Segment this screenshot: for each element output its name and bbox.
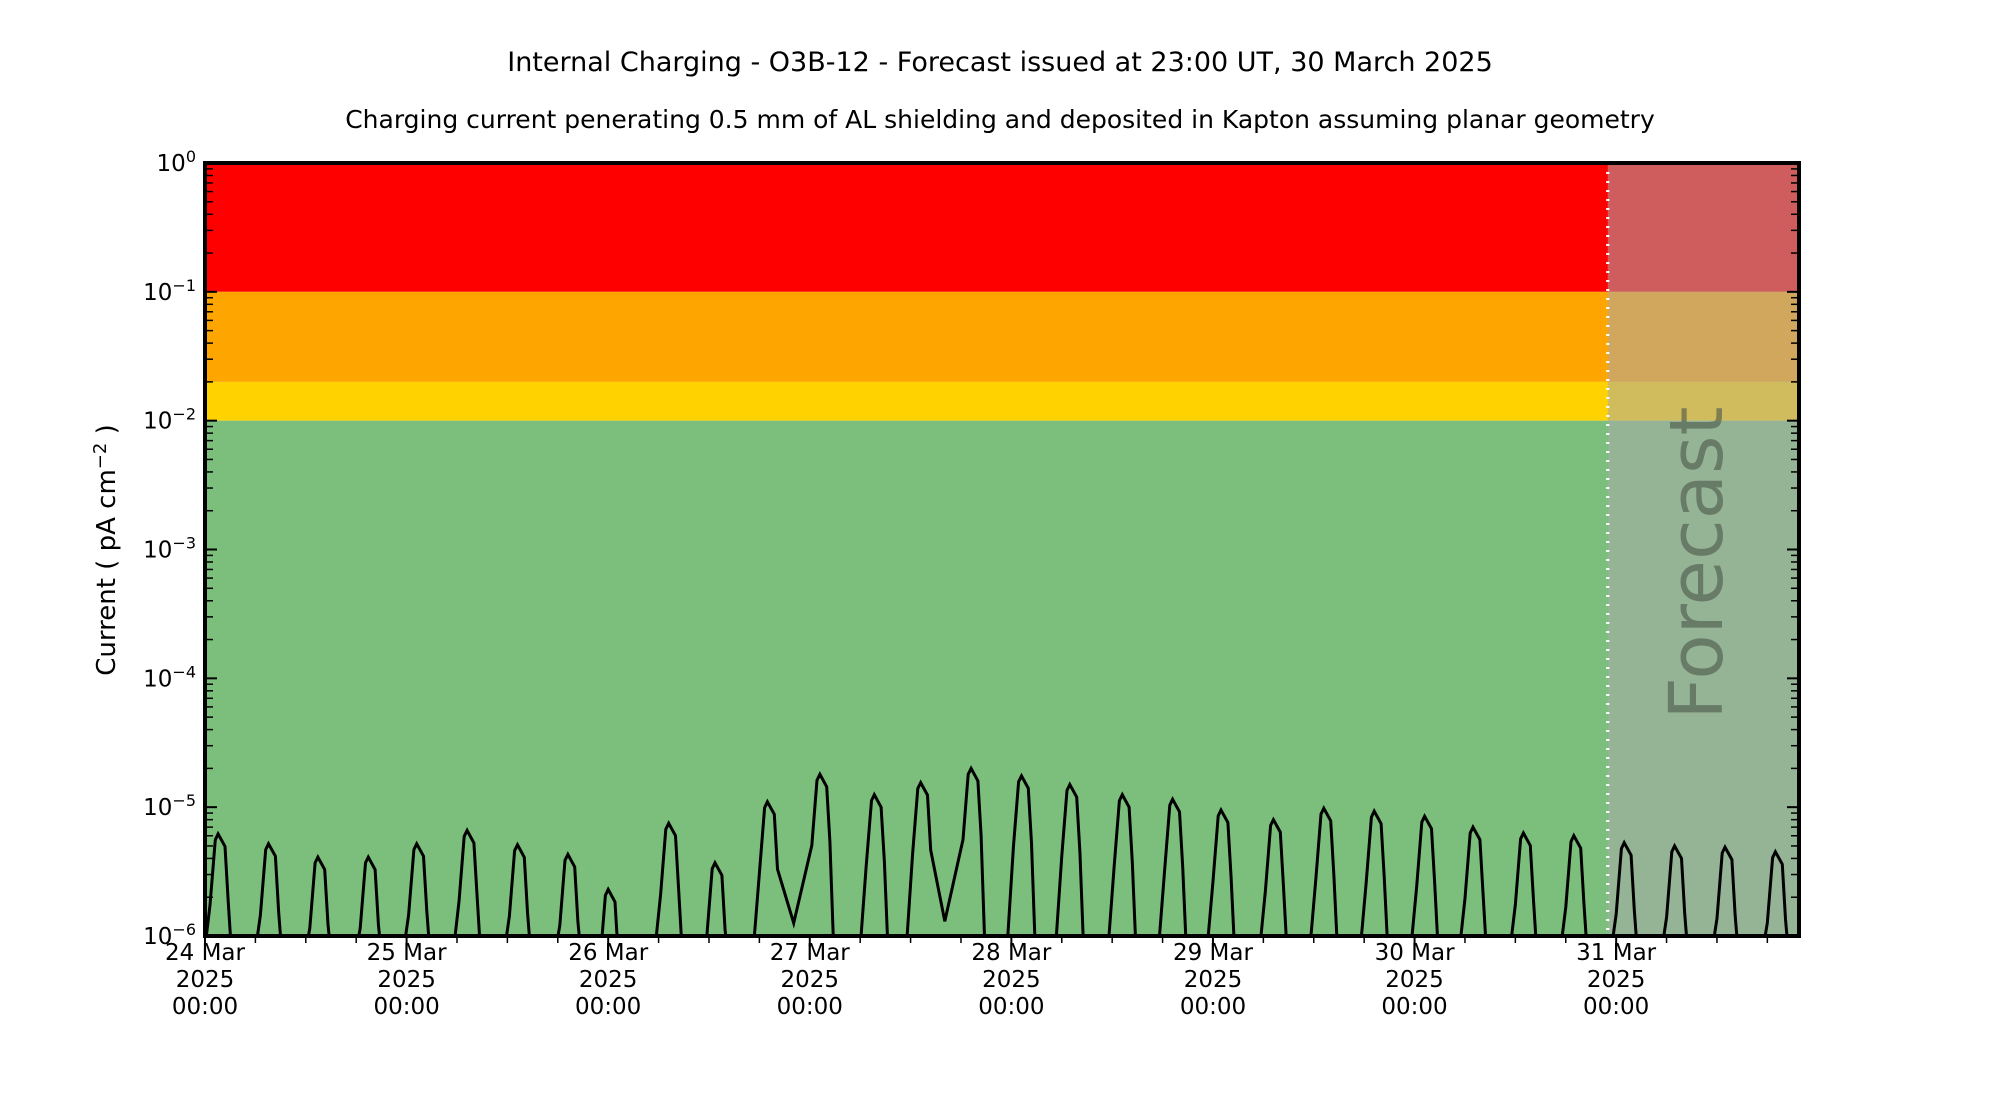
y-tick-label: 10−2 — [143, 405, 196, 435]
x-tick-label: 26 Mar 2025 00:00 — [568, 940, 649, 1020]
x-tick-label: 30 Mar 2025 00:00 — [1375, 940, 1456, 1020]
x-tick-label: 29 Mar 2025 00:00 — [1173, 940, 1254, 1020]
y-tick-label: 10−6 — [143, 920, 196, 950]
x-tick-label: 27 Mar 2025 00:00 — [770, 940, 851, 1020]
band-warning-orange — [205, 291, 1799, 382]
y-axis: 100 10−1 10−2 10−3 10−4 10−5 10−6 Current ( pA … — [90, 147, 1797, 950]
forecast-watermark: Forecast — [1654, 406, 1740, 719]
y-tick-label: 10−5 — [143, 791, 196, 821]
y-axis-title: Current ( pA cm−2 ) — [90, 424, 122, 675]
page-title: Internal Charging - O3B-12 - Forecast is… — [507, 47, 1493, 78]
forecast-region-overlay — [1607, 163, 1799, 936]
y-tick-label: 10−3 — [143, 534, 196, 564]
x-tick-label: 28 Mar 2025 00:00 — [971, 940, 1052, 1020]
current-series-line — [205, 765, 1789, 936]
band-caution-gold — [205, 381, 1799, 421]
plot-border — [203, 161, 1801, 938]
band-alert-red — [205, 163, 1799, 292]
x-tick-label: 31 Mar 2025 00:00 — [1576, 940, 1657, 1020]
x-tick-label: 24 Mar 2025 00:00 — [165, 940, 246, 1020]
band-nominal-green — [205, 420, 1799, 937]
threshold-bands — [205, 163, 1799, 937]
y-tick-label: 10−1 — [143, 276, 196, 306]
y-tick-label: 10−4 — [143, 662, 196, 692]
chart-subtitle: Charging current penerating 0.5 mm of AL… — [345, 105, 1655, 134]
y-tick-label: 100 — [157, 147, 196, 177]
x-tick-label: 25 Mar 2025 00:00 — [367, 940, 448, 1020]
x-axis: 24 Mar 2025 00:00 25 Mar 2025 00:00 26 Mar 2025… — [165, 938, 1769, 1020]
